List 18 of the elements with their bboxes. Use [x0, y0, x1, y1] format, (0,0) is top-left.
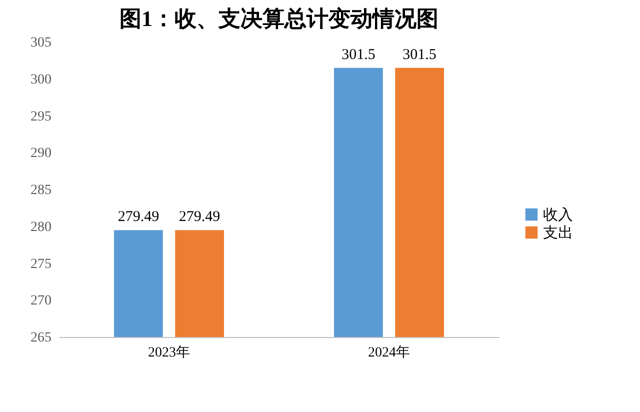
legend-label: 支出: [543, 224, 573, 242]
y-tick-label: 275: [30, 256, 52, 272]
x-tick-label: 2024年: [368, 344, 410, 360]
y-tick-label: 265: [30, 330, 52, 346]
y-tick-label: 290: [30, 146, 52, 162]
data-label: 301.5: [342, 46, 376, 63]
y-tick-label: 295: [30, 109, 52, 124]
data-label: 279.49: [178, 209, 220, 226]
legend-label: 收入: [543, 206, 573, 224]
chart-title: 图1：收、支决算总计变动情况图: [120, 6, 438, 31]
data-label: 279.49: [118, 209, 160, 226]
y-tick-label: 280: [30, 220, 52, 235]
x-tick-label: 2023年: [148, 344, 190, 360]
data-label: 301.5: [402, 46, 436, 63]
y-tick-label: 300: [30, 72, 52, 88]
y-tick-label: 285: [30, 183, 52, 198]
y-tick-label: 305: [30, 36, 52, 50]
y-tick-label: 270: [30, 294, 52, 309]
